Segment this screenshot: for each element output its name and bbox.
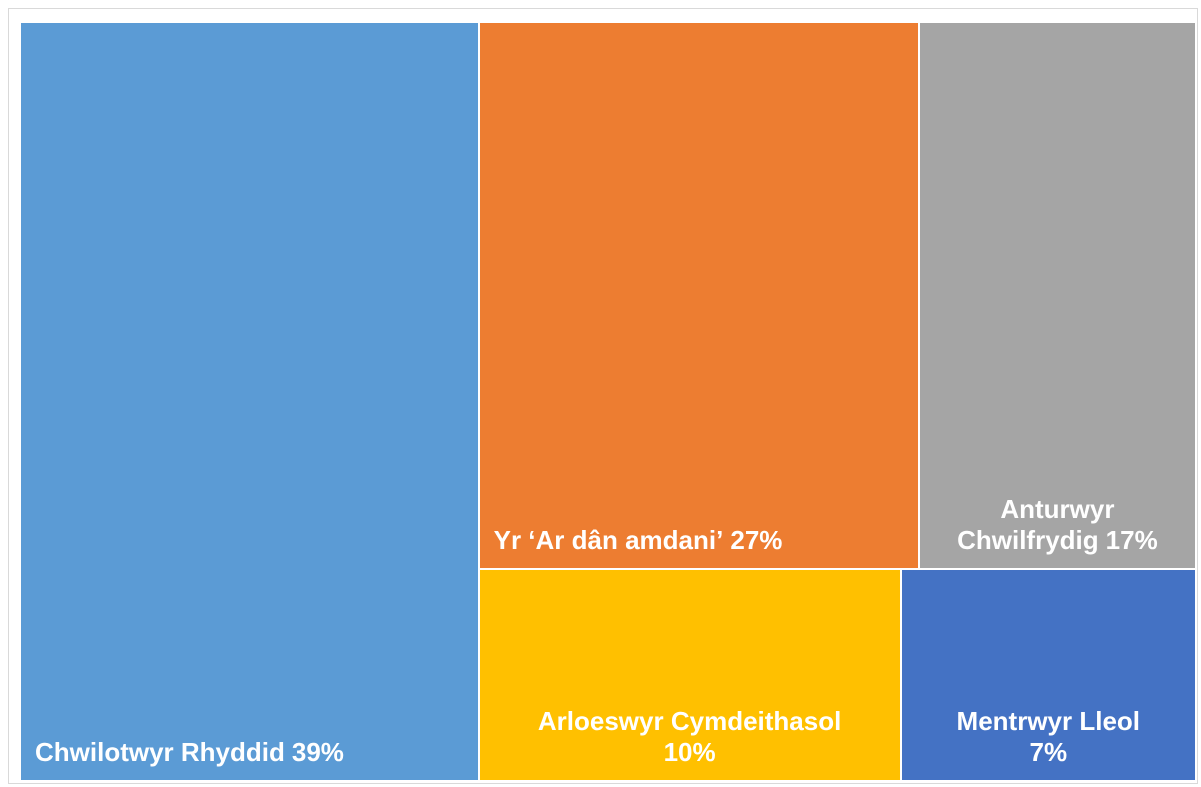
value-label: 27% — [730, 525, 783, 556]
data-label: Anturwyr Chwilfrydig 17% — [934, 494, 1181, 556]
treemap: Chwilotwyr Rhyddid 39% Yr ‘Ar dân amdani’ 2… — [20, 22, 1196, 781]
data-label: Yr ‘Ar dân amdani’ 27% — [494, 525, 904, 556]
chart-frame — [8, 8, 1198, 784]
value-label: 10% — [663, 736, 716, 767]
category-label: Mentrwyr Lleol — [956, 705, 1141, 736]
category-label: Chwilotwyr Rhyddid — [35, 737, 285, 767]
data-label: Arloeswyr Cymdeithasol 10% — [494, 706, 886, 768]
tile: Chwilotwyr Rhyddid 39% — [20, 22, 479, 781]
tile: Anturwyr Chwilfrydig 17% — [918, 22, 1196, 570]
value-label: 7% — [1029, 736, 1068, 767]
value-label: 39% — [291, 737, 344, 767]
tile: Mentrwyr Lleol 7% — [900, 569, 1196, 781]
value-label: 17% — [1105, 525, 1158, 556]
data-label: Chwilotwyr Rhyddid 39% — [35, 737, 464, 768]
category-label: Yr ‘Ar dân amdani’ — [493, 525, 724, 556]
category-label: Anturwyr Chwilfrydig — [957, 494, 1115, 556]
tile: Yr ‘Ar dân amdani’ 27% — [478, 22, 919, 570]
tile: Arloeswyr Cymdeithasol 10% — [478, 569, 901, 781]
category-label: Arloeswyr Cymdeithasol — [537, 705, 842, 736]
data-label: Mentrwyr Lleol 7% — [916, 706, 1181, 768]
